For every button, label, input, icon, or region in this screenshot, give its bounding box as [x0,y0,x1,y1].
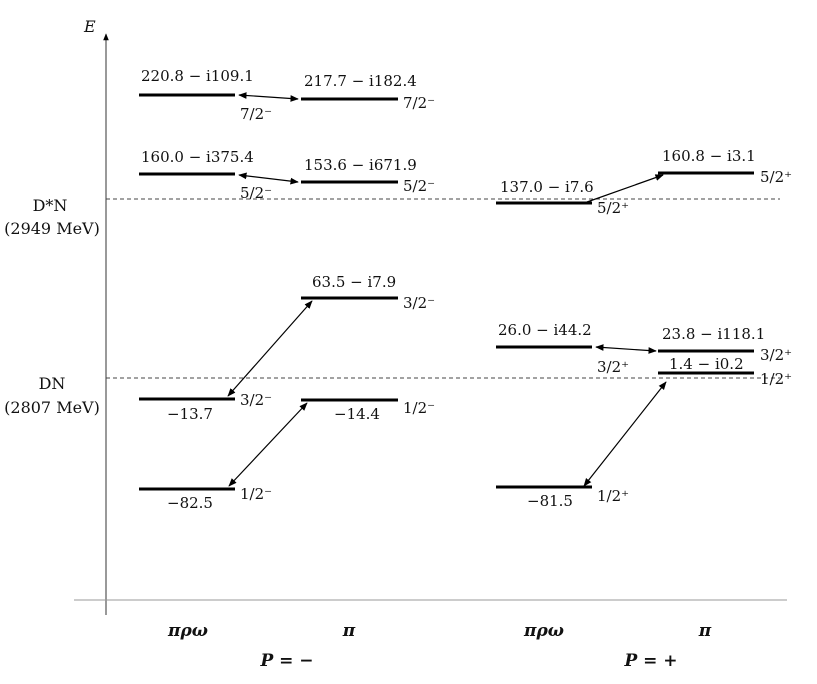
level-jp: 5/2⁻ [403,177,435,195]
level-jp: 5/2⁺ [760,168,792,186]
connector-arrow [583,381,667,487]
connector-arrow [586,174,664,203]
level-jp: 1/2⁻ [403,399,435,417]
column-label: πρω [523,621,564,641]
level-value: −14.4 [334,405,380,423]
level-value: 26.0 − i44.2 [498,321,592,339]
level-value: 220.8 − i109.1 [141,67,254,85]
parity-group-label: P = − [259,651,313,671]
connector-arrow [238,172,299,185]
level-jp: 3/2⁺ [597,358,629,376]
connector-arrow [228,402,308,487]
level-jp: 7/2⁻ [240,105,272,123]
level-jp: 3/2⁺ [760,346,792,364]
level-jp: 5/2⁻ [240,184,272,202]
level-jp: 3/2⁻ [403,294,435,312]
column-label: π [698,621,712,641]
level-jp: 1/2⁺ [760,370,792,388]
level-jp: 7/2⁻ [403,94,435,112]
connector-arrow [227,300,313,397]
level-value: 153.6 − i671.9 [304,156,417,174]
level-jp: 1/2⁻ [240,485,272,503]
level-value: 217.7 − i182.4 [304,72,417,90]
threshold-dstar-n-mass: (2949 MeV) [4,219,100,238]
level-value: 160.0 − i375.4 [141,148,254,166]
threshold-dstar-n-name: D*N [33,196,68,215]
level-value: −82.5 [167,494,213,512]
column-label: π [342,621,356,641]
level-value: 160.8 − i3.1 [662,147,756,165]
column-label: πρω [167,621,208,641]
level-jp: 3/2⁻ [240,391,272,409]
level-value: 1.4 − i0.2 [669,355,744,373]
level-value: 63.5 − i7.9 [312,273,396,291]
level-value: 23.8 − i118.1 [662,325,765,343]
energy-axis-label: E [83,17,96,36]
level-jp: 1/2⁺ [597,487,629,505]
level-jp: 5/2⁺ [597,199,629,217]
connector-arrow [595,344,657,354]
parity-group-label: P = + [623,651,677,671]
level-value: −81.5 [527,492,573,510]
threshold-dn-name: DN [39,374,66,393]
connector-arrow [238,92,299,102]
threshold-dn-mass: (2807 MeV) [4,398,100,417]
level-value: −13.7 [167,405,213,423]
level-value: 137.0 − i7.6 [500,178,594,196]
